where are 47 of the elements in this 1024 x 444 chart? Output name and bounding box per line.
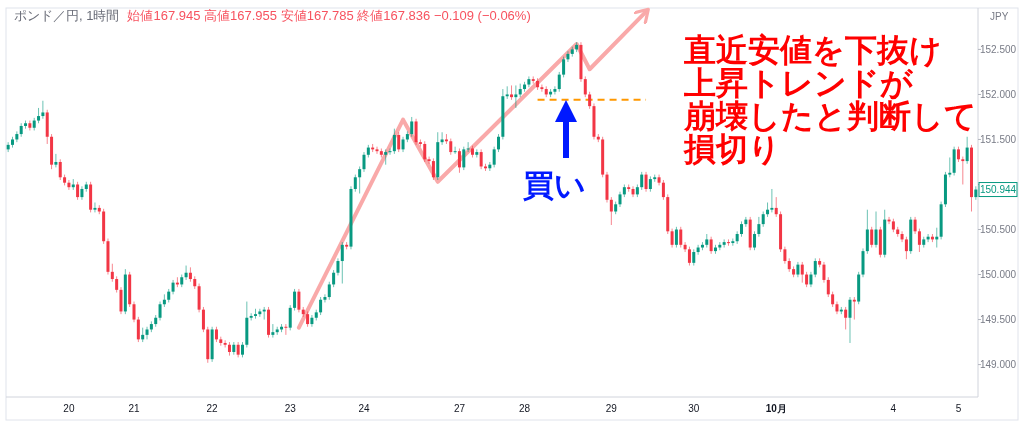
x-tick-label: 24 — [358, 403, 370, 414]
candlestick — [271, 323, 275, 339]
chart-title: ポンド／円, 1時間 — [14, 8, 120, 23]
x-tick-label: 27 — [453, 403, 466, 414]
candlestick — [93, 202, 97, 213]
candlestick — [388, 147, 392, 156]
candlestick — [453, 146, 457, 155]
chart-subtitle: 始値167.945 高値167.955 安値167.785 終値167.836 −0.109 (−0.06%) — [127, 8, 531, 23]
x-tick-label: 10月 — [765, 403, 787, 414]
y-tick-label: 150.500 — [979, 224, 1017, 236]
candlestick — [726, 238, 730, 247]
candlestick — [310, 314, 314, 328]
annotation: 買い — [522, 168, 586, 203]
annotation: 直近安値を下抜け — [683, 32, 942, 68]
y-tick-label: 152.000 — [979, 88, 1017, 100]
x-tick-label: 28 — [518, 403, 531, 414]
x-tick-label: 5 — [955, 403, 962, 414]
candlestick — [553, 85, 557, 95]
x-tick-label: 30 — [688, 403, 700, 414]
y-tick-label: 151.500 — [979, 133, 1017, 145]
y-tick-label: 150.000 — [979, 269, 1017, 281]
x-tick-label: 4 — [890, 403, 897, 414]
annotation: 150.944 — [979, 184, 1017, 196]
candlestick — [223, 339, 227, 348]
x-tick-label: 22 — [206, 403, 219, 414]
y-tick-label: 149.500 — [979, 314, 1017, 326]
candlestick — [145, 326, 149, 340]
candlestick — [375, 146, 379, 155]
candlestick — [54, 153, 58, 168]
candlestick — [566, 50, 570, 63]
y-tick-label: 152.500 — [979, 43, 1017, 55]
annotation: 損切り — [683, 131, 781, 167]
candlestick — [284, 323, 288, 336]
candlestick — [466, 141, 470, 153]
x-tick-label: 21 — [128, 403, 141, 414]
candlestick — [900, 230, 904, 243]
candlestick — [527, 75, 531, 88]
y-tick-label: 149.000 — [979, 359, 1017, 371]
candlestick — [440, 131, 444, 146]
candlestick — [427, 156, 431, 165]
candlestick — [540, 84, 544, 93]
candlestick — [631, 185, 635, 198]
x-tick-label: 29 — [605, 403, 618, 414]
x-tick-label: 20 — [63, 403, 75, 414]
candlestick — [323, 293, 327, 303]
y-axis-title: JPY — [990, 11, 1009, 22]
x-tick-label: 23 — [284, 403, 297, 414]
